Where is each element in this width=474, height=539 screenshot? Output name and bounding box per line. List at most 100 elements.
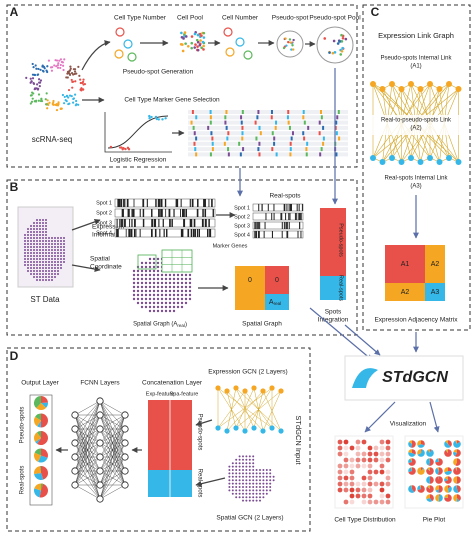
umap-cell [43,67,46,70]
axis [104,112,172,153]
tissue-spot [42,243,44,245]
pool-spot [332,39,336,43]
pie-slice [421,440,425,446]
distribution-spot [355,457,361,463]
pie-slice [412,449,416,455]
tissue-spot [235,472,238,475]
pie-slice [427,486,430,489]
label: Real-spots Internal Link [384,176,448,182]
connection [74,400,101,430]
barcode-line [281,231,283,238]
tissue-spot [245,465,248,468]
umap-cell [77,103,80,106]
tissue-spot [33,231,35,233]
tissue-spot [252,482,255,485]
label: Areal [269,299,281,306]
tissue-spot [27,231,29,233]
sample [148,114,151,118]
umap-cell [55,65,58,68]
gene-mark [302,110,305,114]
barcode-line [131,219,133,227]
tissue-spot [188,285,192,289]
barcode-line [116,219,118,227]
label: 0 [275,277,279,284]
label: Spot 1 [96,200,112,206]
barcode-line [286,204,288,211]
pool-spot [341,46,344,50]
tissue-spot [156,277,160,281]
real-node [455,159,462,165]
sample [124,147,127,151]
distribution-spot [361,475,367,481]
tissue-spot [148,285,152,289]
distribution-spot [337,439,343,445]
umap-cell [63,58,66,61]
tissue-spot [30,243,32,245]
barcode-line [301,204,303,211]
tissue-spot [30,228,32,230]
label: Coordinate [90,264,122,271]
pseudo-cell [288,38,292,41]
tissue-spot [238,496,241,499]
label: Real-spots [20,466,26,495]
distribution-spot [349,445,355,451]
tissue-spot [136,301,140,305]
distribution-spot [361,457,367,463]
pie-slice [417,449,425,457]
umap-cell [58,59,61,62]
pie-slice [444,485,449,493]
barcode-line [254,231,256,238]
connection [74,428,101,486]
label: Integration [318,317,349,324]
real-node [379,159,386,165]
tissue-spot [160,273,164,277]
pie-slice [444,494,448,498]
umap-cell [36,83,39,86]
distribution-spot [385,469,391,475]
tissue-spot [152,289,156,293]
tissue-spot [231,472,234,475]
pseudo-cell [292,38,295,42]
tissue-spot [33,237,35,239]
tissue-spot [231,465,234,468]
tissue-spot [164,301,168,305]
tissue-spot [33,225,35,227]
tissue-spot [54,276,56,278]
distribution-spot [343,499,349,505]
real-node [370,155,376,161]
barcode [252,230,304,239]
tissue-spot [36,270,38,272]
panel-label: D [10,349,19,363]
tissue-spot [48,246,50,248]
pseudo-spot [276,30,304,58]
tissue-spot [57,240,59,242]
sample [155,117,159,121]
tissue-spot [42,231,44,233]
tissue-spot [57,252,59,254]
pool-spot [336,42,340,45]
real-node [242,428,248,434]
pie-slice [408,449,412,453]
label: Logistic Regression [110,157,167,164]
barcode-line [286,231,288,238]
cell-number [223,27,233,37]
tissue-spot [45,240,47,242]
tissue-spot [63,249,65,251]
pool-cell [202,36,206,39]
barcode-line [285,213,287,220]
barcode-line [117,229,119,237]
tissue-spot [36,255,38,257]
barcode-line [254,222,256,229]
tissue-spot [231,469,234,471]
pie-slice [410,458,412,462]
gene-mark [307,125,310,130]
umap-cell [47,103,50,106]
tissue-spot [245,469,248,471]
tissue-spot [48,240,50,242]
pseudo-node [389,81,395,87]
connection [99,414,126,486]
pseudo-cell [285,44,288,47]
umap-cell [63,95,66,99]
distribution-spot [355,487,361,493]
barcode-line [139,229,141,237]
